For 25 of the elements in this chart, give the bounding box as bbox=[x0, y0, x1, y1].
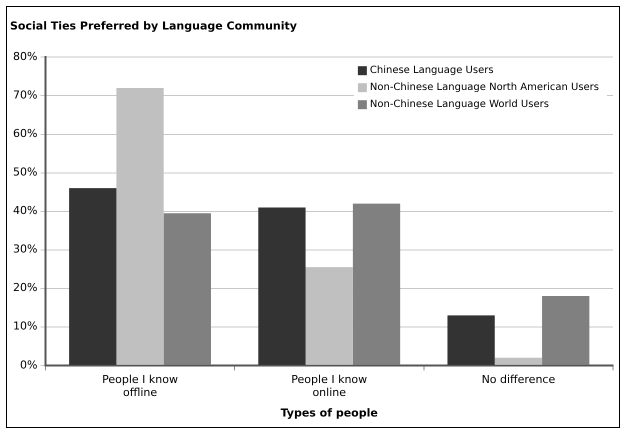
bar bbox=[352, 204, 400, 365]
bar bbox=[69, 188, 116, 365]
y-tick-label: 60% bbox=[12, 127, 38, 140]
y-tick-label: 50% bbox=[12, 166, 38, 179]
legend-label: Non-Chinese Language World Users bbox=[370, 98, 549, 110]
x-axis-title: Types of people bbox=[280, 406, 378, 420]
bar bbox=[494, 358, 542, 365]
x-tick-label: No difference bbox=[482, 372, 556, 386]
y-tick-label: 40% bbox=[12, 204, 38, 218]
chart-title: Social Ties Preferred by Language Community bbox=[10, 19, 297, 32]
y-tick-label: 80% bbox=[12, 50, 38, 64]
bar bbox=[306, 267, 353, 365]
y-tick-label: 70% bbox=[12, 88, 38, 102]
bar bbox=[447, 315, 495, 365]
y-tick-label: 0% bbox=[20, 358, 38, 372]
y-tick-label: 30% bbox=[12, 242, 38, 256]
bar bbox=[164, 213, 211, 365]
y-tick-label: 20% bbox=[12, 281, 38, 294]
x-tick-label: People I know offline bbox=[102, 372, 178, 400]
y-tick-label: 10% bbox=[12, 320, 38, 333]
bar bbox=[542, 296, 590, 365]
legend-label: Non-Chinese Language North American Users bbox=[370, 82, 600, 93]
legend-label: Chinese Language Users bbox=[370, 64, 494, 76]
bar bbox=[258, 207, 306, 365]
x-tick-label: People I know online bbox=[291, 372, 368, 400]
